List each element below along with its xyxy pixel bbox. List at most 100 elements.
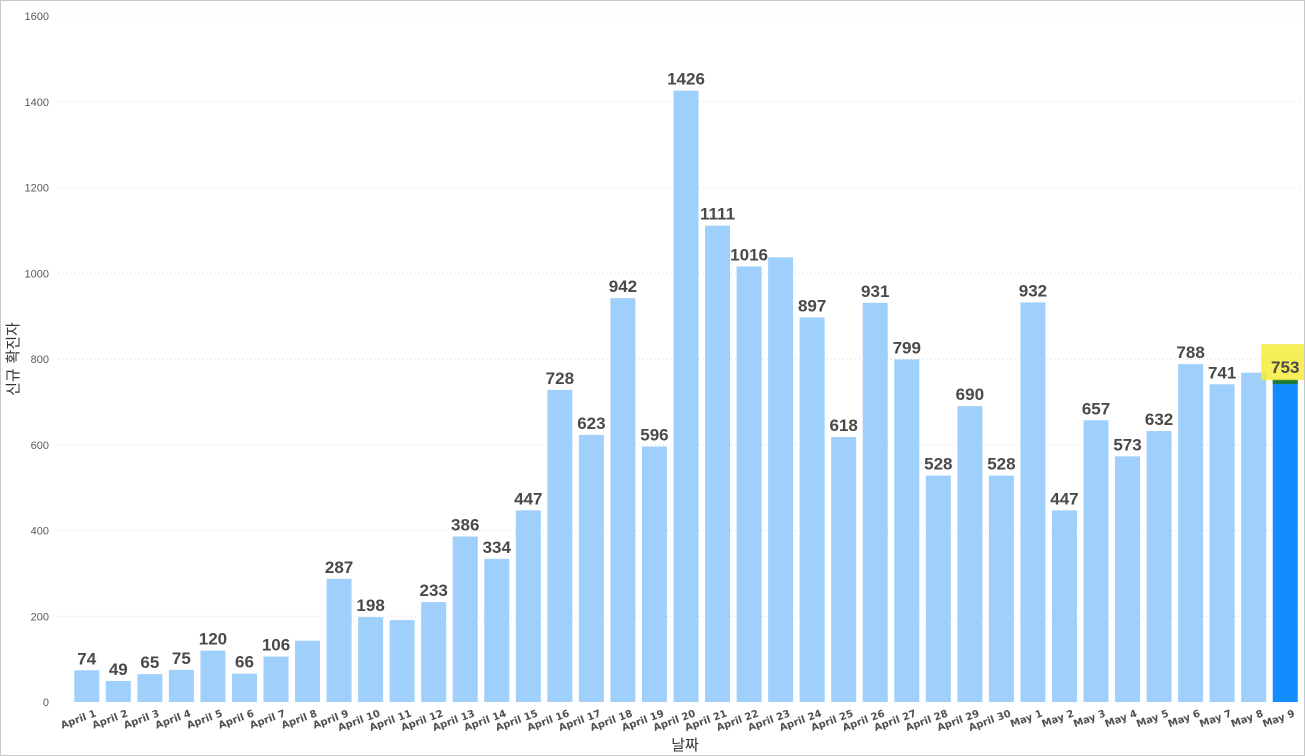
bars bbox=[74, 90, 1298, 703]
bar[interactable] bbox=[74, 670, 100, 702]
x-tick-label: May 6 bbox=[1167, 708, 1202, 730]
data-label: 897 bbox=[798, 296, 826, 315]
bar[interactable] bbox=[673, 90, 699, 703]
data-label: 931 bbox=[861, 282, 889, 301]
bar[interactable] bbox=[484, 558, 510, 702]
data-label: 74 bbox=[77, 649, 96, 668]
y-axis-ticks: 0 200 400 600 800 1000 1200 1400 1600 bbox=[25, 11, 49, 709]
data-label: 528 bbox=[987, 455, 1015, 474]
bar[interactable] bbox=[105, 680, 131, 702]
x-tick-label: May 9 bbox=[1261, 708, 1296, 730]
bar[interactable] bbox=[831, 437, 857, 702]
y-tick-label: 600 bbox=[31, 440, 49, 452]
y-tick-label: 200 bbox=[31, 611, 49, 623]
data-label: 66 bbox=[235, 653, 254, 672]
x-tick-label: May 2 bbox=[1041, 708, 1076, 730]
data-label: 1016 bbox=[730, 245, 768, 264]
y-tick-label: 1600 bbox=[25, 11, 49, 23]
bar[interactable] bbox=[1209, 384, 1235, 702]
data-label: 932 bbox=[1019, 281, 1047, 300]
data-label: 753 bbox=[1271, 358, 1299, 377]
highlight-label-bg bbox=[1261, 344, 1304, 381]
bar[interactable] bbox=[295, 640, 321, 702]
x-tick-label: May 1 bbox=[1009, 708, 1044, 730]
x-axis-title: 날짜 bbox=[671, 736, 699, 754]
y-tick-label: 400 bbox=[31, 526, 49, 538]
bar[interactable] bbox=[925, 475, 951, 702]
data-label: 690 bbox=[956, 385, 984, 404]
data-label: 447 bbox=[514, 489, 542, 508]
data-label: 198 bbox=[356, 596, 384, 615]
bar[interactable] bbox=[389, 620, 415, 702]
bar[interactable] bbox=[326, 578, 352, 702]
bar[interactable] bbox=[799, 317, 825, 702]
bar[interactable] bbox=[263, 656, 289, 702]
bar[interactable] bbox=[862, 302, 888, 702]
data-label: 386 bbox=[451, 516, 479, 535]
data-label: 49 bbox=[109, 660, 128, 679]
data-label: 1426 bbox=[667, 70, 705, 89]
data-label: 65 bbox=[140, 653, 159, 672]
data-label: 528 bbox=[924, 455, 952, 474]
bar[interactable] bbox=[137, 674, 163, 702]
data-label: 942 bbox=[609, 277, 637, 296]
bar[interactable] bbox=[578, 434, 604, 702]
bar[interactable] bbox=[1272, 379, 1298, 702]
bar[interactable] bbox=[957, 406, 983, 702]
data-label: 728 bbox=[546, 369, 574, 388]
x-tick-label: May 5 bbox=[1135, 708, 1170, 730]
data-label: 632 bbox=[1145, 410, 1173, 429]
data-label: 287 bbox=[325, 558, 353, 577]
bar[interactable] bbox=[736, 266, 762, 702]
bar[interactable] bbox=[168, 669, 194, 702]
bar[interactable] bbox=[547, 389, 573, 702]
y-tick-label: 800 bbox=[31, 354, 49, 366]
y-tick-label: 0 bbox=[43, 697, 49, 709]
data-label: 120 bbox=[199, 630, 227, 649]
x-tick-label: May 4 bbox=[1104, 708, 1139, 730]
data-label: 788 bbox=[1176, 343, 1204, 362]
bar[interactable] bbox=[1083, 420, 1109, 702]
bar[interactable] bbox=[452, 536, 478, 702]
data-label: 334 bbox=[483, 538, 512, 557]
x-tick-label: May 8 bbox=[1230, 708, 1265, 730]
bar[interactable] bbox=[1146, 431, 1172, 702]
y-tick-label: 1200 bbox=[25, 183, 49, 195]
data-label: 106 bbox=[262, 636, 290, 655]
bar[interactable] bbox=[768, 257, 794, 702]
bar[interactable] bbox=[705, 225, 731, 702]
bar[interactable] bbox=[421, 602, 447, 702]
data-label: 623 bbox=[577, 414, 605, 433]
data-label: 799 bbox=[893, 338, 921, 357]
data-label: 75 bbox=[172, 649, 191, 668]
bar[interactable] bbox=[358, 617, 384, 702]
highlight-marker bbox=[1272, 379, 1298, 385]
bar[interactable] bbox=[1178, 364, 1204, 702]
data-label: 618 bbox=[830, 416, 858, 435]
data-label: 741 bbox=[1208, 363, 1236, 382]
x-tick-label: May 3 bbox=[1072, 708, 1107, 730]
bar[interactable] bbox=[1241, 372, 1267, 702]
bar[interactable] bbox=[231, 673, 257, 702]
bar[interactable] bbox=[1051, 510, 1077, 702]
data-label: 1111 bbox=[700, 205, 735, 224]
y-tick-label: 1400 bbox=[25, 97, 49, 109]
y-tick-label: 1000 bbox=[25, 268, 49, 280]
data-label: 596 bbox=[640, 425, 668, 444]
bar[interactable] bbox=[894, 359, 920, 702]
bar[interactable] bbox=[610, 298, 636, 702]
bar[interactable] bbox=[988, 475, 1014, 702]
bar[interactable] bbox=[1020, 302, 1046, 702]
bar[interactable] bbox=[1115, 456, 1141, 702]
y-axis-title: 신규 확진자 bbox=[4, 322, 22, 396]
data-label: 233 bbox=[420, 581, 448, 600]
bar[interactable] bbox=[515, 510, 541, 702]
data-label: 657 bbox=[1082, 399, 1110, 418]
data-label: 447 bbox=[1050, 489, 1078, 508]
bar[interactable] bbox=[200, 650, 226, 702]
bar[interactable] bbox=[641, 446, 667, 702]
